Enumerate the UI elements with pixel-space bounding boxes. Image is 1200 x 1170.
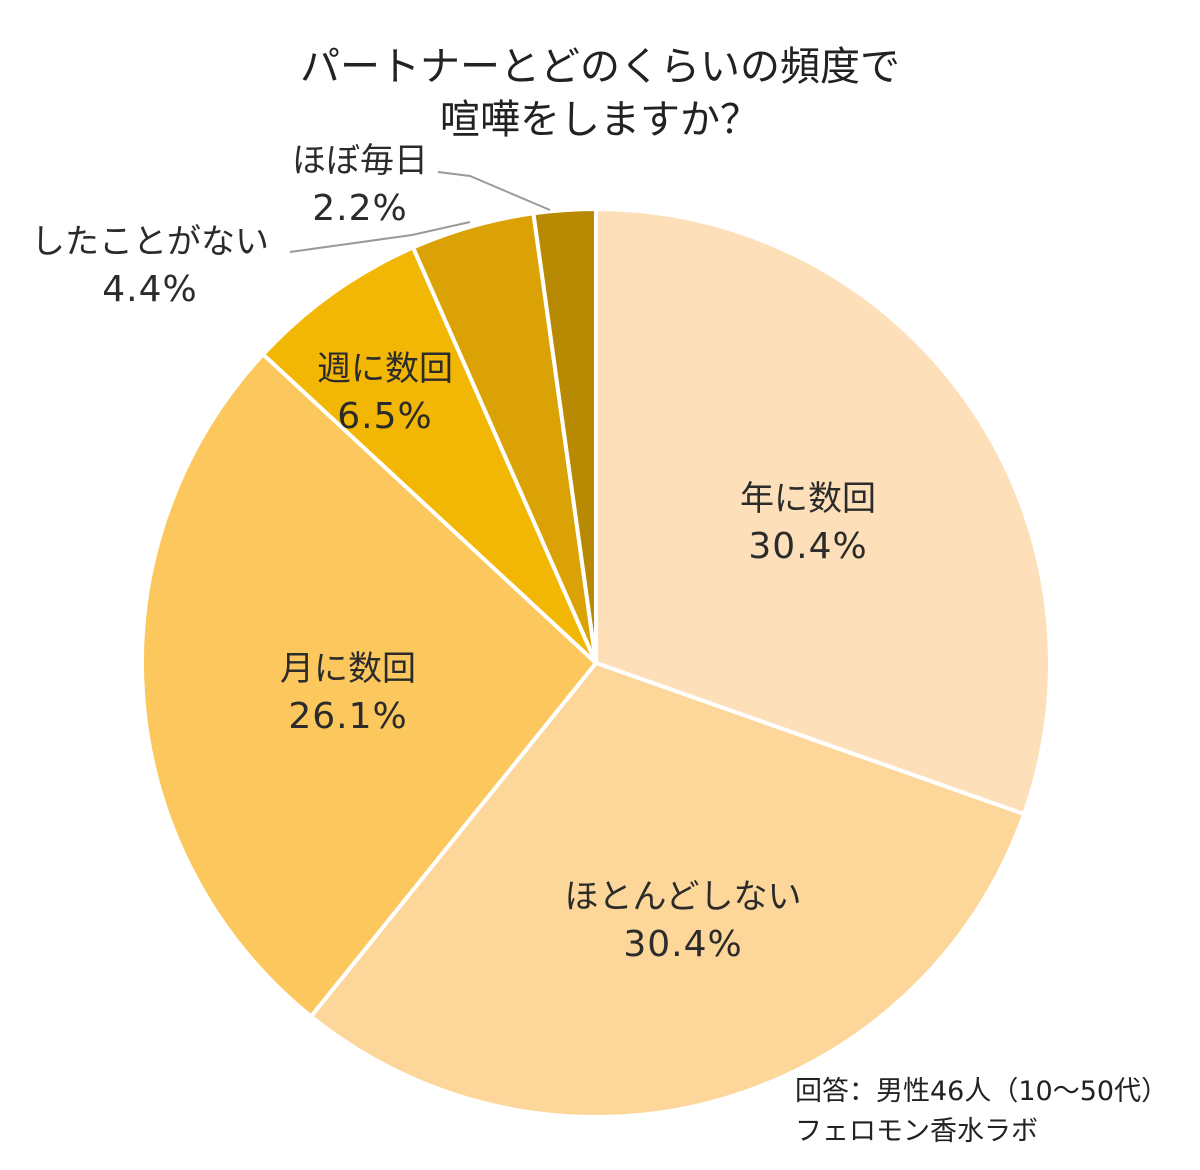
slice-value-4: 4.4% xyxy=(102,269,197,310)
slice-value-2: 26.1% xyxy=(288,696,407,737)
slice-label-3: 週に数回 xyxy=(317,349,453,389)
leader-lines xyxy=(289,171,551,253)
pie-slice-3 xyxy=(260,244,598,665)
slice-label-0: 年に数回 xyxy=(740,479,876,519)
slice-value-1: 30.4% xyxy=(623,924,742,965)
pie-slice-0 xyxy=(594,206,1052,817)
slice-value-5: 2.2% xyxy=(312,188,407,229)
slice-value-0: 30.4% xyxy=(748,526,867,567)
chart-title-line-1: パートナーとどのくらいの頻度で xyxy=(300,44,900,90)
pie-slice-2 xyxy=(140,351,599,1020)
leader-line-5 xyxy=(437,171,551,211)
pie-slices xyxy=(140,206,1052,1119)
source-note: フェロモン香水ラボ xyxy=(795,1116,1038,1147)
slice-label-1: ほとんどしない xyxy=(565,877,802,917)
pie-slice-5 xyxy=(531,206,598,664)
slice-label-5: ほぼ毎日 xyxy=(292,141,428,181)
respondent-note: 回答：男性46人（10～50代） xyxy=(795,1076,1168,1107)
slice-label-4: したことがない xyxy=(31,222,269,262)
chart-title-line-2: 喧嘩をしますか？ xyxy=(440,97,760,143)
leader-line-4 xyxy=(289,221,471,253)
pie-slice-1 xyxy=(308,660,1027,1119)
slice-value-3: 6.5% xyxy=(337,396,432,437)
slice-label-2: 月に数回 xyxy=(280,649,416,689)
slice-labels: 年に数回 30.4% ほとんどしない 30.4% 月に数回 26.1% 週に数回 6.5% した… xyxy=(31,141,876,965)
